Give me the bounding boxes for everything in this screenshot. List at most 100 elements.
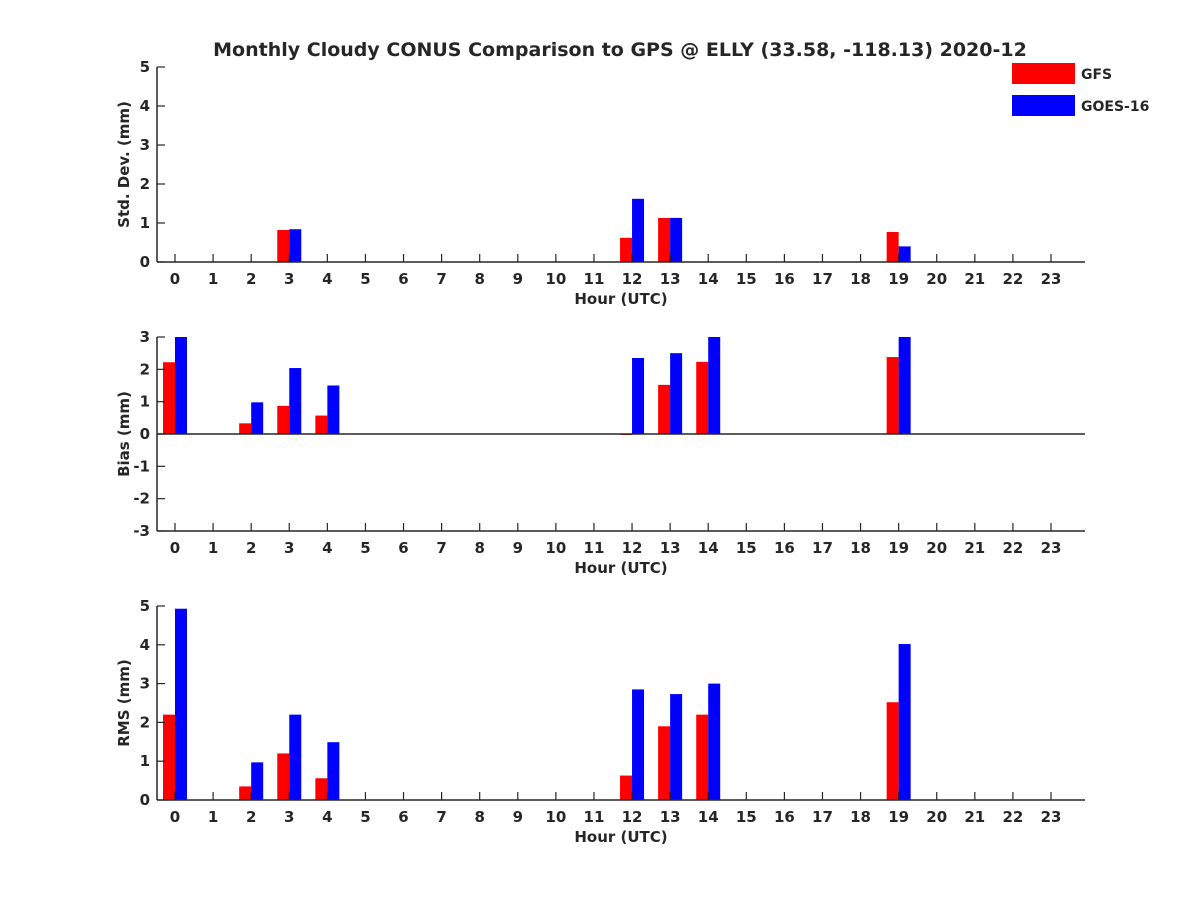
x-tick-label: 6	[398, 808, 408, 826]
x-tick-label: 9	[513, 539, 523, 557]
x-tick-label: 18	[850, 270, 871, 288]
x-tick-label: 14	[698, 808, 719, 826]
x-tick-label: 9	[513, 808, 523, 826]
bar-goes16-hour-3	[289, 229, 302, 262]
legend-label-goes16: GOES-16	[1081, 99, 1149, 115]
bar-gfs-hour-19	[886, 231, 899, 262]
bar-goes16-hour-14	[708, 337, 721, 434]
x-axis-label: Hour (UTC)	[574, 559, 667, 577]
y-tick-label: -3	[133, 522, 150, 540]
x-tick-label: 2	[246, 539, 256, 557]
x-tick-label: 13	[660, 270, 681, 288]
x-tick-label: 8	[474, 270, 484, 288]
x-tick-label: 15	[736, 539, 757, 557]
y-tick-label: 0	[140, 253, 150, 271]
x-tick-label: 3	[284, 270, 294, 288]
y-tick-label: 2	[140, 713, 150, 731]
bar-goes16-hour-12	[632, 358, 645, 434]
x-tick-label: 21	[964, 270, 985, 288]
bar-gfs-hour-13	[658, 384, 671, 434]
bar-gfs-hour-13	[658, 217, 671, 262]
x-tick-label: 10	[545, 539, 566, 557]
x-tick-label: 14	[698, 539, 719, 557]
x-tick-label: 1	[208, 270, 218, 288]
bar-gfs-hour-0	[163, 362, 175, 434]
x-tick-label: 12	[622, 270, 643, 288]
bar-goes16-hour-12	[632, 689, 645, 800]
x-tick-label: 1	[208, 539, 218, 557]
x-tick-label: 1	[208, 808, 218, 826]
x-tick-label: 8	[474, 539, 484, 557]
x-tick-label: 3	[284, 539, 294, 557]
bar-gfs-hour-12	[620, 775, 633, 800]
x-tick-label: 15	[736, 808, 757, 826]
bar-gfs-hour-0	[163, 714, 175, 800]
y-tick-label: 1	[140, 752, 150, 770]
y-axis-label: Bias (mm)	[115, 391, 133, 477]
x-tick-label: 22	[1002, 270, 1023, 288]
bar-goes16-hour-3	[289, 714, 302, 800]
legend-swatch-goes16	[1012, 95, 1075, 116]
bar-gfs-hour-3	[277, 753, 290, 800]
y-tick-label: 3	[140, 675, 150, 693]
x-tick-label: 11	[584, 539, 605, 557]
x-tick-label: 0	[170, 270, 180, 288]
y-tick-label: 2	[140, 175, 150, 193]
x-tick-label: 19	[888, 808, 909, 826]
x-tick-label: 20	[926, 808, 947, 826]
x-axis-label: Hour (UTC)	[574, 828, 667, 846]
x-tick-label: 12	[622, 808, 643, 826]
bar-gfs-hour-4	[315, 778, 328, 800]
x-tick-label: 21	[964, 539, 985, 557]
y-tick-label: 0	[140, 791, 150, 809]
x-tick-label: 17	[812, 808, 833, 826]
y-tick-label: 3	[140, 136, 150, 154]
x-tick-label: 9	[513, 270, 523, 288]
legend-swatch-gfs	[1012, 63, 1075, 84]
x-tick-label: 23	[1041, 539, 1062, 557]
x-tick-label: 18	[850, 539, 871, 557]
x-tick-label: 19	[888, 270, 909, 288]
x-tick-label: 12	[622, 539, 643, 557]
y-axis-label: Std. Dev. (mm)	[115, 101, 133, 228]
bar-goes16-hour-12	[632, 198, 645, 262]
y-tick-label: 0	[140, 425, 150, 443]
bar-goes16-hour-14	[708, 683, 721, 800]
x-tick-label: 14	[698, 270, 719, 288]
x-tick-label: 0	[170, 808, 180, 826]
x-tick-label: 22	[1002, 808, 1023, 826]
x-tick-label: 23	[1041, 270, 1062, 288]
x-tick-label: 13	[660, 539, 681, 557]
y-tick-label: 4	[140, 636, 150, 654]
bar-goes16-hour-13	[670, 217, 683, 262]
y-axis-label: RMS (mm)	[115, 659, 133, 746]
x-tick-label: 4	[322, 539, 332, 557]
x-tick-label: 16	[774, 539, 795, 557]
chart-title: Monthly Cloudy CONUS Comparison to GPS @…	[213, 39, 1027, 61]
x-tick-label: 0	[170, 539, 180, 557]
y-tick-label: 1	[140, 393, 150, 411]
legend-label-gfs: GFS	[1081, 67, 1112, 83]
x-tick-label: 10	[545, 808, 566, 826]
bar-goes16-hour-13	[670, 694, 683, 800]
x-tick-label: 7	[436, 808, 446, 826]
bar-gfs-hour-4	[315, 415, 328, 434]
bar-gfs-hour-2	[239, 423, 252, 434]
x-tick-label: 6	[398, 539, 408, 557]
x-tick-label: 11	[584, 808, 605, 826]
y-tick-label: 3	[140, 328, 150, 346]
x-tick-label: 10	[545, 270, 566, 288]
y-tick-label: 5	[140, 58, 150, 76]
bar-gfs-hour-19	[886, 702, 899, 800]
bar-gfs-hour-2	[239, 786, 252, 800]
x-tick-label: 6	[398, 270, 408, 288]
bar-goes16-hour-19	[898, 644, 911, 800]
bar-gfs-hour-19	[886, 357, 899, 434]
x-tick-label: 20	[926, 270, 947, 288]
